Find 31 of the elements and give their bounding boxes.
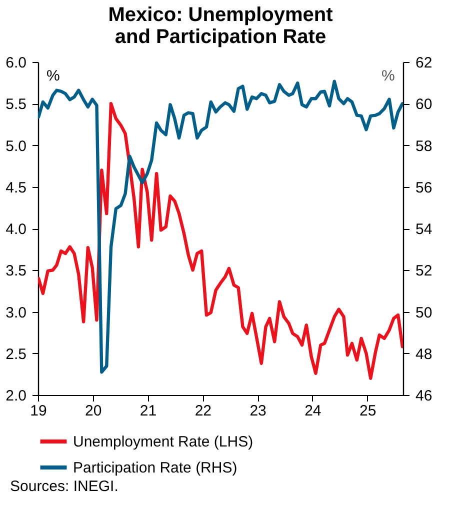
legend-label: Unemployment Rate (LHS)	[73, 434, 254, 450]
y-tick-label: 4.0	[6, 221, 26, 238]
y-tick-label: 2.5	[6, 346, 26, 363]
y2-tick-label: 48	[416, 346, 432, 363]
y-tick-label: 3.0	[6, 304, 26, 322]
x-tick-label: 20	[85, 402, 102, 420]
y-tick-label: 3.5	[6, 262, 26, 280]
y-tick-label: 5.5	[6, 96, 26, 114]
y-tick-label: 5.0	[6, 138, 26, 155]
y-tick-label: 4.5	[6, 179, 26, 196]
x-tick-label: 24	[304, 402, 322, 420]
y2-tick-label: 46	[416, 388, 432, 404]
x-tick-label: 19	[30, 402, 47, 420]
x-tick-label: 25	[359, 402, 376, 420]
chart-title: Mexico: Unemployment and Participation Rate	[108, 4, 334, 48]
source-note: Sources: INEGI.	[10, 478, 120, 495]
y2-tick-label: 52	[416, 262, 432, 280]
x-tick-label: 22	[194, 402, 212, 420]
y-tick-label: 2.0	[6, 388, 26, 404]
y2-tick-label: 50	[416, 304, 432, 322]
legend-label: Participation Rate (RHS)	[73, 460, 238, 476]
y2-tick-label: 54	[416, 221, 432, 238]
x-tick-label: 21	[140, 402, 157, 420]
y-axis-title: %	[46, 68, 60, 84]
y2-tick-label: 56	[416, 179, 432, 196]
x-tick-label: 23	[250, 402, 266, 420]
y2-axis-title: %	[382, 68, 395, 84]
y2-tick-label: 60	[416, 96, 432, 114]
y-tick-label: 6.0	[6, 54, 26, 72]
y2-tick-label: 62	[416, 54, 432, 72]
y2-tick-label: 58	[416, 138, 432, 155]
